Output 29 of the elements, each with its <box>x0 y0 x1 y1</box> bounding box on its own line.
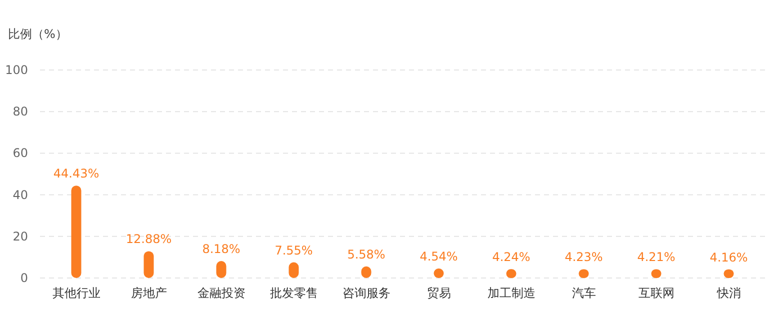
x-tick-label: 房地产 <box>130 286 167 300</box>
x-tick-label: 批发零售 <box>270 286 318 300</box>
data-label: 8.18% <box>202 242 240 256</box>
y-tick-label: 0 <box>20 271 28 285</box>
y-tick-label: 100 <box>5 63 28 77</box>
data-label: 44.43% <box>53 166 100 181</box>
data-label: 4.24% <box>492 250 530 264</box>
data-label: 4.16% <box>710 250 748 264</box>
data-label: 12.88% <box>126 232 172 246</box>
x-tick-label: 贸易 <box>426 286 451 300</box>
x-tick-label: 其他行业 <box>52 286 100 300</box>
x-tick-label: 互联网 <box>638 286 674 300</box>
data-label: 4.21% <box>637 250 676 264</box>
y-axis-title: 比例（%） <box>8 27 68 41</box>
data-label: 4.54% <box>420 250 458 264</box>
x-tick-label: 咨询服务 <box>342 286 390 300</box>
x-tick-label: 金融投资 <box>197 286 246 300</box>
y-tick-label: 80 <box>12 104 28 119</box>
x-tick-label: 快消 <box>716 286 741 300</box>
data-label: 4.23% <box>564 250 603 264</box>
bar <box>144 251 154 278</box>
x-tick-label: 汽车 <box>572 286 596 300</box>
y-tick-label: 20 <box>12 229 28 244</box>
x-tick-label: 加工制造 <box>487 286 536 300</box>
y-tick-label: 60 <box>12 146 28 160</box>
data-label: 7.55% <box>274 243 313 258</box>
data-label: 5.58% <box>347 247 386 262</box>
bar <box>71 186 82 278</box>
y-tick-label: 40 <box>12 188 28 202</box>
